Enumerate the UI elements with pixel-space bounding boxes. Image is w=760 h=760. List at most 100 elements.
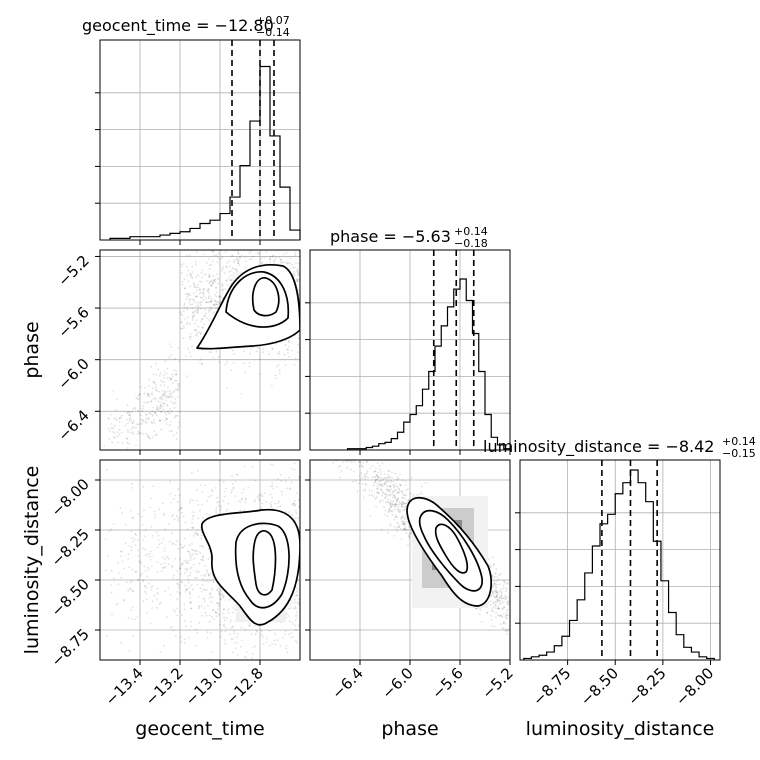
scatter-point [250,633,253,635]
scatter-point [244,497,247,500]
scatter-point [365,473,367,476]
scatter-point [505,587,508,590]
scatter-point [492,583,495,585]
scatter-point [391,471,393,474]
scatter-point [152,380,155,383]
scatter-point [306,639,308,641]
scatter-point [127,589,130,592]
scatter-point [177,519,180,522]
scatter-point [197,503,200,506]
scatter-point [210,284,213,286]
scatter-point [210,299,212,302]
histogram-bin [170,233,180,240]
scatter-point [196,489,198,491]
scatter-point [504,596,507,599]
scatter-point [206,317,209,319]
scatter-point [176,591,179,593]
scatter-point [157,593,160,596]
scatter-point [353,454,355,456]
scatter-point [200,537,203,540]
scatter-point [357,482,360,485]
scatter-point [208,514,211,516]
scatter-point [547,631,549,633]
scatter-point [199,307,202,310]
scatter-point [145,432,147,435]
scatter-point [112,427,115,429]
scatter-point [157,534,160,537]
scatter-point [289,257,292,260]
y-tick-label: −6.0 [54,355,92,393]
scatter-point [134,544,137,547]
scatter-point [169,480,172,483]
scatter-point [389,524,392,527]
scatter-point [402,496,404,499]
scatter-point [128,414,131,416]
scatter-point [230,274,233,277]
y-tick-label: −6.4 [54,406,92,444]
scatter-point [167,555,169,558]
scatter-point [189,338,192,341]
scatter-point [218,593,220,595]
scatter-point [151,394,154,396]
scatter-point [394,489,397,491]
x-tick-label: −8.25 [624,664,669,709]
scatter-point [208,275,211,278]
scatter-point [384,509,387,512]
scatter-point [364,488,367,491]
scatter-point [532,613,534,615]
scatter-point [302,269,304,271]
scatter-point [218,501,220,503]
scatter-point [493,580,495,582]
scatter-point [379,479,381,482]
scatter-point [394,505,397,508]
scatter-point [287,352,289,354]
scatter-point [248,252,251,255]
scatter-point [402,492,404,495]
scatter-point [303,275,305,277]
scatter-point [298,476,300,478]
scatter-point [198,331,201,334]
scatter-point [178,385,181,388]
scatter-point [479,609,482,611]
scatter-point [173,498,175,501]
scatter-point [231,349,234,352]
scatter-point [303,526,305,528]
scatter-point [114,424,116,427]
scatter-point [493,582,496,585]
scatter-point [157,400,160,403]
scatter-point [395,516,397,518]
scatter-point [184,317,187,320]
scatter-point [304,326,306,328]
scatter-point [130,431,133,434]
scatter-point [219,635,222,638]
scatter-point [302,596,304,598]
scatter-point [213,279,216,282]
scatter-point [401,479,404,481]
scatter-point [195,289,198,292]
scatter-point [303,297,305,299]
scatter-point [265,641,268,644]
scatter-point [296,590,299,593]
scatter-point [211,260,214,262]
scatter-point [208,310,210,313]
luminosity-distance-vs-geocent-time-panel: −8.75−8.50−8.25−8.00−13.4−13.2−13.0−12.8 [48,459,308,709]
scatter-point [385,477,388,479]
scatter-point [278,350,280,353]
scatter-point [197,325,200,328]
scatter-point [196,583,199,586]
scatter-point [186,274,189,276]
scatter-point [404,527,406,530]
scatter-point [128,418,131,420]
scatter-point [278,369,281,372]
scatter-point [180,321,183,323]
y-tick-label: −8.75 [48,625,93,670]
scatter-point [504,580,506,582]
scatter-point [198,289,201,291]
scatter-point [159,404,162,407]
scatter-point [251,465,254,468]
scatter-point [136,539,139,541]
scatter-point [140,422,143,425]
scatter-point [183,537,186,540]
scatter-point [295,262,297,264]
scatter-point [146,416,149,419]
